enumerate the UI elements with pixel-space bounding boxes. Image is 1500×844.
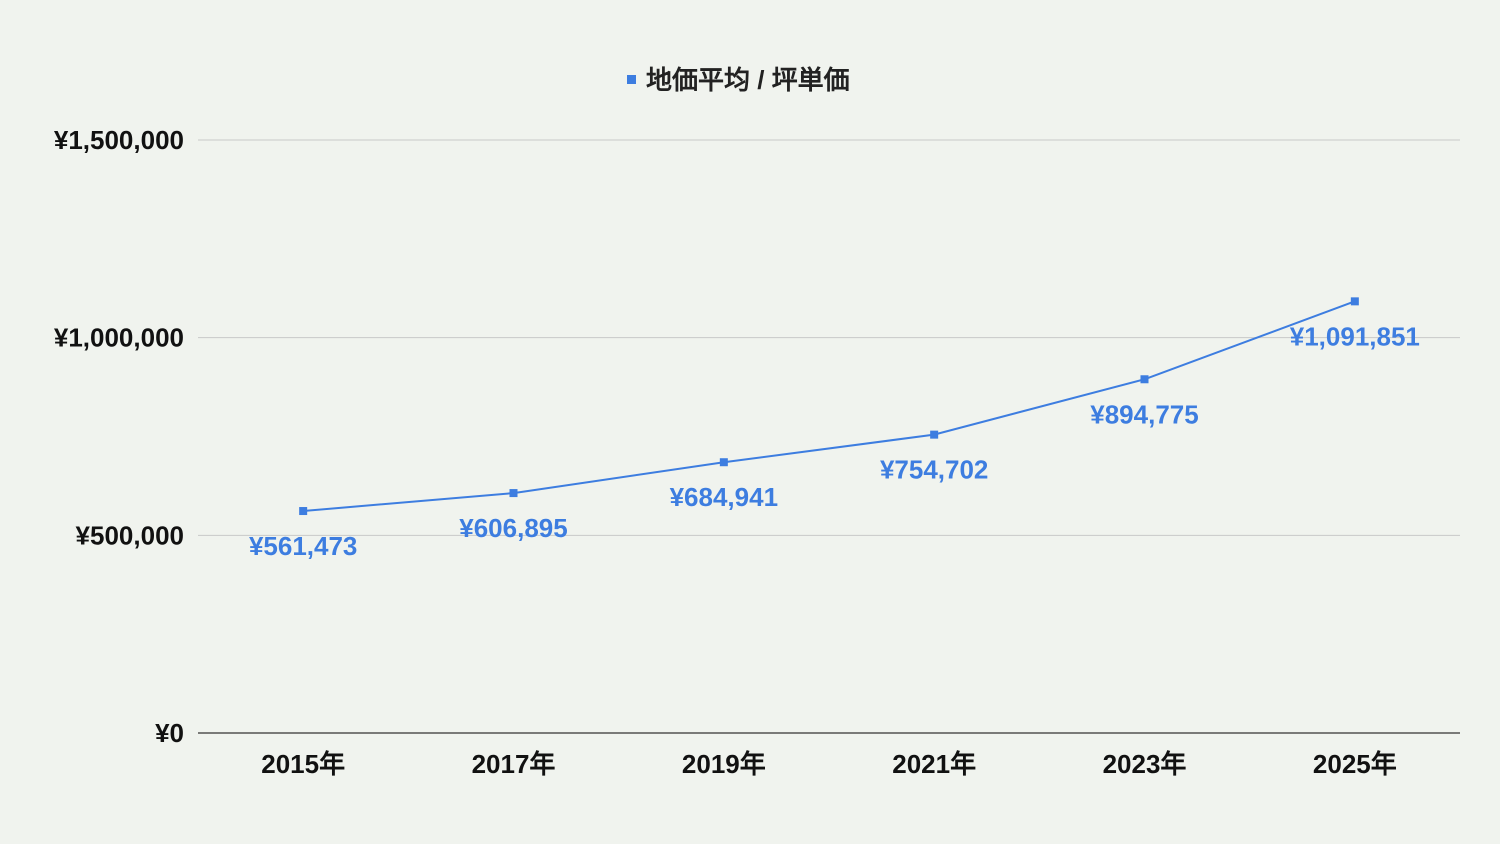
data-label: ¥684,941 [670,482,778,512]
data-label: ¥606,895 [459,513,567,543]
data-point [1140,375,1149,384]
data-labels: ¥561,473 ¥606,895 ¥684,941 ¥754,702 ¥894,775… [249,321,1420,561]
data-point [930,430,939,439]
grid-lines [198,139,1460,536]
data-label: ¥561,473 [249,531,357,561]
data-point [719,458,728,467]
x-tick-label: 2025年 [1313,749,1397,779]
y-axis: ¥0 ¥500,000 ¥1,000,000 ¥1,500,000 [54,125,184,748]
x-tick-label: 2015年 [261,749,345,779]
data-label: ¥754,702 [880,455,988,485]
data-point [299,507,308,516]
data-label: ¥1,091,851 [1290,321,1420,351]
chart-legend: 地価平均 / 坪単価 [627,65,850,95]
data-point [509,489,518,498]
y-tick-label: ¥1,000,000 [54,323,184,353]
data-point [1350,297,1359,306]
x-tick-label: 2021年 [892,749,976,779]
y-tick-label: ¥500,000 [76,520,184,550]
legend-marker [627,75,636,84]
data-series [299,297,1359,516]
y-tick-label: ¥1,500,000 [54,125,184,155]
x-tick-label: 2017年 [472,749,556,779]
data-label: ¥894,775 [1090,399,1198,429]
y-tick-label: ¥0 [155,718,184,748]
series-line [303,300,1356,513]
x-axis: 2015年 2017年 2019年 2021年 2023年 2025年 [198,732,1460,779]
x-tick-label: 2019年 [682,749,766,779]
x-tick-label: 2023年 [1103,749,1187,779]
legend-label: 地価平均 / 坪単価 [646,65,850,95]
